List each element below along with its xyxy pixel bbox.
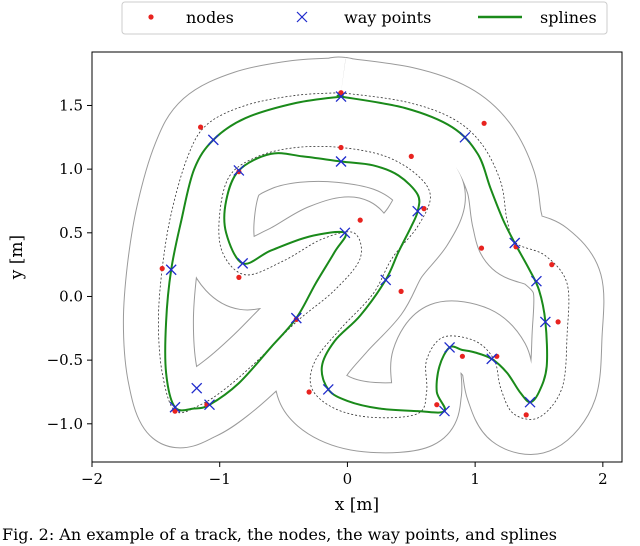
track-surface <box>123 57 604 454</box>
spline-path <box>164 94 549 414</box>
waypoint-stroke <box>439 405 450 417</box>
waypoint-marker <box>169 401 181 413</box>
waypoint-stroke <box>165 264 177 276</box>
node-point <box>408 153 414 159</box>
y-tick-label: −0.5 <box>47 351 83 369</box>
x-tick-label: 1 <box>470 470 480 488</box>
legend: nodes way points splines <box>121 1 608 35</box>
node-point <box>459 353 465 359</box>
node-point <box>293 316 299 322</box>
waypoint-marker <box>509 237 521 249</box>
track-center-group <box>157 91 570 420</box>
waypoint-stroke <box>191 382 203 394</box>
waypoint-marker <box>530 275 542 287</box>
node-point <box>236 274 242 280</box>
waypoint-stroke <box>524 396 536 408</box>
node-point <box>306 389 312 395</box>
waypoint-stroke <box>444 341 456 353</box>
waypoint-marker <box>233 164 245 176</box>
waypoint-marker <box>380 274 392 286</box>
waypoint-marker <box>539 316 551 328</box>
node-point <box>421 206 427 212</box>
legend-waypoint-marker <box>296 11 308 23</box>
node-point <box>478 245 485 251</box>
y-ticks-group: −1.0 −0.5 0.0 0.5 1.0 1.5 <box>47 96 92 433</box>
node-point <box>236 169 242 175</box>
x-tick-label: −1 <box>209 470 231 488</box>
waypoint-marker <box>439 405 450 417</box>
waypoint-stroke <box>380 274 392 286</box>
waypoint-marker <box>524 396 536 408</box>
waypoint-marker <box>322 383 334 395</box>
waypoint-stroke <box>322 383 334 395</box>
waypoint-marker <box>204 399 215 411</box>
node-point <box>555 319 561 325</box>
y-tick-label: −1.0 <box>47 415 83 433</box>
node-point <box>198 124 204 130</box>
waypoint-stroke <box>486 353 498 365</box>
waypoint-marker <box>290 312 302 324</box>
waypoint-stroke <box>237 257 249 269</box>
waypoint-marker <box>335 156 347 167</box>
waypoint-marker <box>459 131 471 143</box>
waypoint-marker <box>165 264 177 276</box>
figure-caption: Fig. 2: An example of a track, the nodes… <box>2 525 557 544</box>
waypoint-marker <box>444 341 456 353</box>
waypoint-stroke <box>335 91 347 103</box>
waypoint-stroke <box>539 316 551 328</box>
x-tick-label: −2 <box>81 470 103 488</box>
node-point <box>523 412 529 418</box>
waypoint-marker <box>412 205 424 217</box>
nodes-group <box>159 90 561 418</box>
spline-group <box>164 94 549 414</box>
node-point <box>338 90 344 96</box>
waypoint-stroke <box>233 164 245 176</box>
waypoint-stroke <box>509 237 521 249</box>
waypoint-marker <box>339 227 351 239</box>
legend-splines-label: splines <box>540 8 597 27</box>
waypoint-stroke <box>169 401 181 413</box>
legend-nodes-label: nodes <box>186 8 234 27</box>
node-point <box>338 144 344 151</box>
waypoint-stroke <box>207 134 219 146</box>
y-tick-label: 1.0 <box>59 160 83 178</box>
legend-waypoints-label: way points <box>344 8 431 27</box>
node-point <box>159 265 165 272</box>
waypoint-marker <box>486 353 498 365</box>
waypoint-marker <box>191 382 203 394</box>
node-point <box>481 120 487 126</box>
x-axis-label: x [m] <box>335 495 379 515</box>
x-ticks-group: −2 −1 0 1 2 <box>81 462 608 488</box>
node-point <box>549 262 555 268</box>
waypoint-marker <box>335 91 347 103</box>
waypoint-stroke <box>335 156 347 167</box>
waypoint-marker <box>207 134 219 146</box>
node-point <box>398 288 404 294</box>
legend-box <box>121 1 608 35</box>
waypoint-stroke <box>459 131 471 143</box>
waypoints-group <box>165 91 551 417</box>
waypoint-stroke <box>290 312 302 324</box>
track-outer-group <box>122 56 605 455</box>
waypoint-marker <box>237 257 249 269</box>
node-point <box>434 402 440 408</box>
waypoint-stroke <box>204 399 215 411</box>
x-tick-label: 0 <box>343 470 353 488</box>
track-centerline <box>157 91 570 420</box>
plot-frame <box>91 51 623 463</box>
waypoint-stroke <box>339 227 351 239</box>
node-point <box>357 217 363 223</box>
y-tick-label: 1.5 <box>59 96 83 114</box>
x-tick-label: 2 <box>598 470 608 488</box>
y-axis-label: y [m] <box>7 235 27 280</box>
y-tick-label: 0.0 <box>59 287 83 305</box>
y-tick-label: 0.5 <box>59 224 83 242</box>
waypoint-stroke <box>412 205 424 217</box>
legend-node-marker <box>148 14 154 20</box>
waypoint-stroke <box>530 275 542 287</box>
node-point <box>172 408 178 414</box>
